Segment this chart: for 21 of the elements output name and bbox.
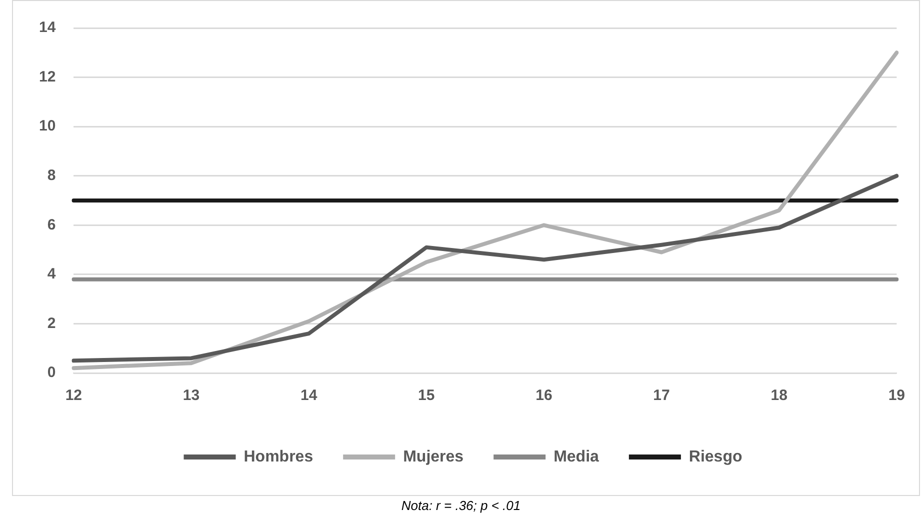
legend-label: Media (554, 448, 600, 466)
x-tick-label: 13 (182, 387, 200, 404)
y-tick-label: 14 (38, 19, 56, 36)
y-tick-label: 10 (38, 118, 56, 135)
y-tick-label: 8 (47, 167, 56, 184)
x-tick-label: 16 (536, 387, 552, 404)
y-tick-label: 2 (47, 314, 56, 332)
text: Nota: r = .36; p < .01 (400, 498, 522, 513)
y-tick-label: 0 (47, 364, 56, 382)
x-tick-label: 18 (770, 387, 788, 404)
legend-label: Riesgo (688, 448, 742, 466)
x-tick-label: 12 (65, 387, 82, 404)
y-tick-label: 6 (47, 216, 56, 234)
y-tick-label: 12 (38, 68, 56, 86)
x-tick-label: 14 (300, 387, 318, 404)
legend-label: Mujeres (403, 448, 464, 466)
y-tick-label: 4 (47, 266, 56, 283)
x-tick-label: 19 (888, 387, 905, 404)
x-tick-label: 17 (653, 387, 670, 404)
x-tick-label: 15 (418, 387, 435, 404)
legend-label: Hombres (244, 448, 314, 466)
